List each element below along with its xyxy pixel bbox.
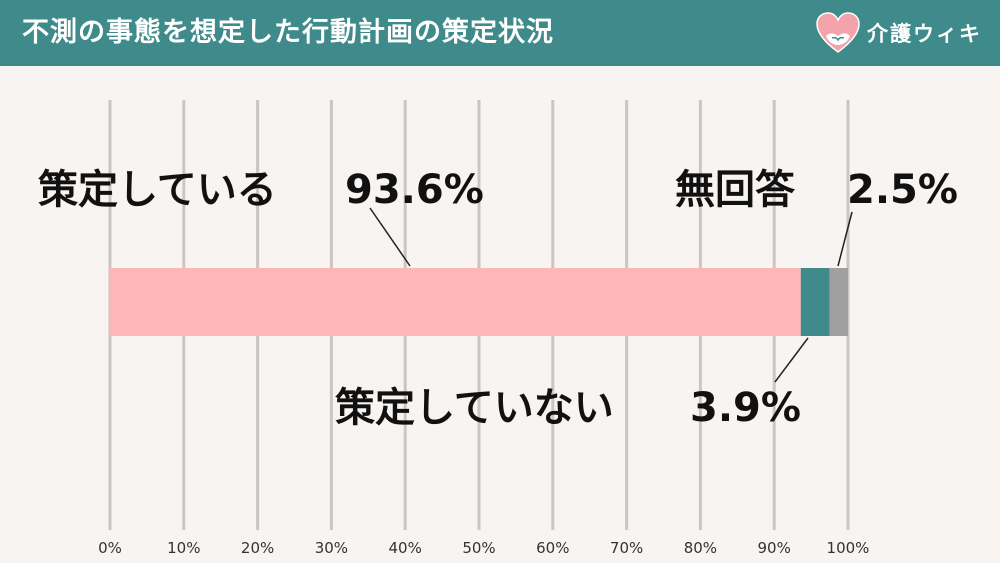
heart-hands-icon [816, 12, 860, 53]
page-title: 不測の事態を想定した行動計画の策定状況 [22, 17, 554, 48]
x-tick-label-10: 100% [827, 539, 870, 557]
bar-segment-2 [829, 268, 848, 336]
x-tick-label-5: 50% [462, 539, 495, 557]
leader-lines [369, 207, 853, 383]
bar-segment-1 [800, 268, 830, 336]
label-not-planned-value: 3.9% [690, 385, 801, 431]
label-planned-value: 93.6% [345, 167, 484, 213]
x-tick-label-6: 60% [536, 539, 569, 557]
brand-logo[interactable]: 介護ウィキ [815, 10, 982, 56]
label-no-answer-value: 2.5% [847, 167, 958, 213]
label-not-planned-name: 策定していない [335, 385, 614, 431]
x-tick-label-9: 90% [758, 539, 791, 557]
x-tick-label-4: 40% [389, 539, 422, 557]
stacked-bar-chart: 0% 10% 20% 30% 40% 50% 60% 70% 80% 90% 100% 策定している… [38, 100, 958, 557]
brand-name: 介護ウィキ [867, 22, 982, 46]
x-tick-labels: 0% 10% 20% 30% 40% 50% 60% 70% 80% 90% 100% [98, 539, 869, 557]
data-annotations: 策定している 93.6% 無回答 2.5% 策定していない 3.9% [38, 167, 958, 431]
leader-line-not-planned [774, 337, 809, 383]
bar-segments [110, 268, 848, 336]
x-tick-label-1: 10% [167, 539, 200, 557]
label-planned-name: 策定している [38, 167, 277, 213]
leader-line-planned [369, 207, 411, 267]
x-tick-label-8: 80% [684, 539, 717, 557]
leader-line-no-answer [837, 211, 853, 267]
bar-segment-0 [110, 268, 801, 336]
x-tick-label-2: 20% [241, 539, 274, 557]
x-tick-label-0: 0% [98, 539, 122, 557]
x-tick-label-7: 70% [610, 539, 643, 557]
x-tick-label-3: 30% [315, 539, 348, 557]
header-bar: 不測の事態を想定した行動計画の策定状況 介護ウィキ [0, 0, 1000, 66]
label-no-answer-name: 無回答 [675, 167, 796, 213]
